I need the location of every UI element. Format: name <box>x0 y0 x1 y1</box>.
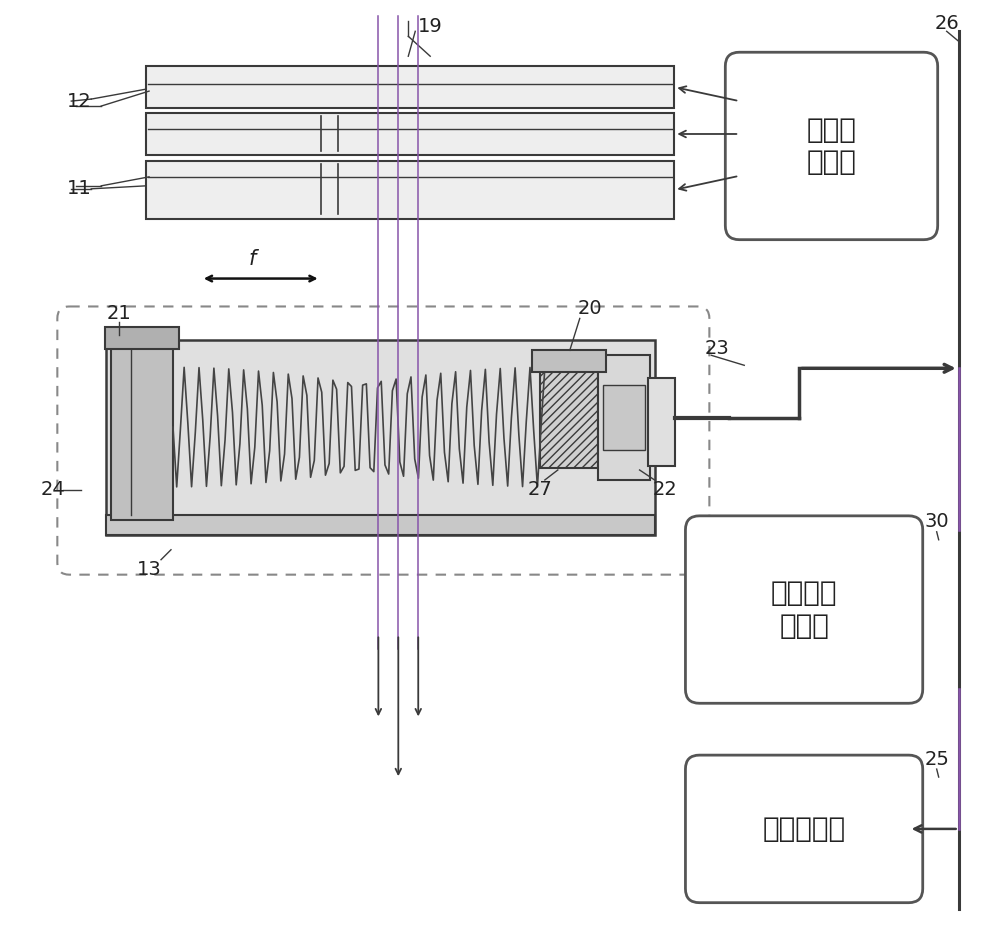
Bar <box>106 515 655 535</box>
Bar <box>106 341 655 535</box>
Text: 19: 19 <box>418 17 443 36</box>
Text: 11: 11 <box>67 180 92 198</box>
Text: 22: 22 <box>652 481 677 499</box>
Text: 30: 30 <box>924 512 949 532</box>
Bar <box>603 385 645 450</box>
Text: 照射控制器: 照射控制器 <box>763 815 846 843</box>
Text: f: f <box>249 248 256 269</box>
Text: 马达驱动
控制器: 马达驱动 控制器 <box>771 580 837 640</box>
FancyBboxPatch shape <box>685 516 923 703</box>
FancyBboxPatch shape <box>725 52 938 240</box>
FancyBboxPatch shape <box>57 307 709 575</box>
Bar <box>532 350 606 372</box>
Text: 23: 23 <box>705 339 730 357</box>
Text: 26: 26 <box>934 14 959 32</box>
Bar <box>146 161 674 219</box>
Text: 电离室
控制器: 电离室 控制器 <box>807 116 856 176</box>
Text: 21: 21 <box>107 304 132 323</box>
Bar <box>111 345 173 519</box>
Text: 20: 20 <box>577 299 602 318</box>
Bar <box>105 328 179 349</box>
FancyBboxPatch shape <box>685 755 923 903</box>
Text: 12: 12 <box>67 92 92 110</box>
Bar <box>598 356 650 480</box>
Text: 13: 13 <box>137 560 161 579</box>
Bar <box>648 378 675 466</box>
Text: 25: 25 <box>924 750 949 769</box>
Text: 24: 24 <box>41 481 66 499</box>
Text: 27: 27 <box>528 481 552 499</box>
Bar <box>540 369 598 468</box>
Bar <box>146 66 674 108</box>
Bar <box>146 113 674 155</box>
